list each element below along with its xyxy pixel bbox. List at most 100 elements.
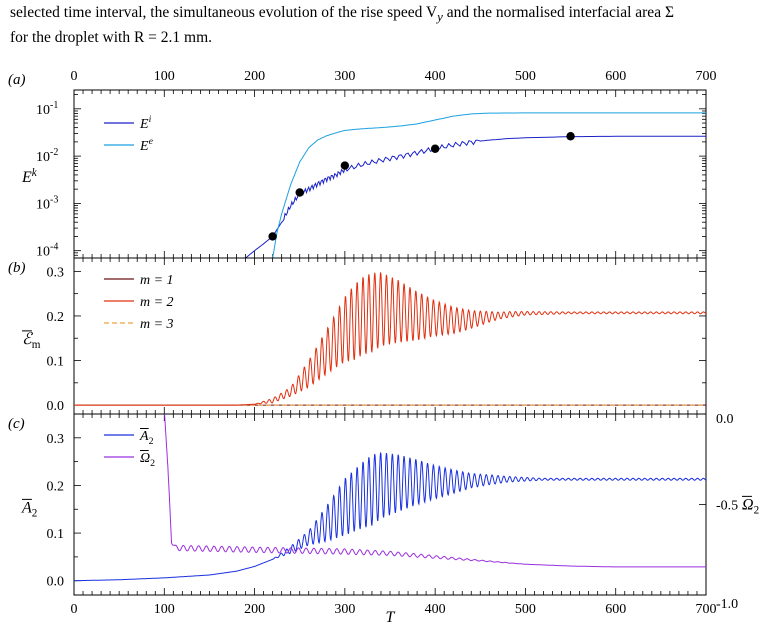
x-tick-label: 400 <box>425 602 446 617</box>
y-axis-label: ℰm <box>22 330 41 351</box>
legend-entry-A2-sub: 2 <box>149 436 154 447</box>
y-axis-label-sup: k <box>32 167 38 179</box>
y-tick-label: 0.0 <box>47 399 65 414</box>
panel-label: (a) <box>8 72 26 88</box>
y-tick-label-exp: -2 <box>50 147 58 158</box>
y-tick-label-exp: -1 <box>50 100 58 111</box>
y-axis-label-text: Ek <box>21 167 38 186</box>
y-axis-label: A2 <box>21 498 37 520</box>
y-axis-label-text: ℰm <box>22 331 41 351</box>
y-axis-label-base: E <box>21 169 32 186</box>
y-tick-label: 0.1 <box>47 355 65 370</box>
right-y-tick-label: 0.0 <box>716 412 734 427</box>
data-marker <box>295 188 304 197</box>
y-tick-label: 10-1 <box>36 100 58 118</box>
x-tick-label: 100 <box>154 602 175 617</box>
data-marker <box>340 161 350 170</box>
x-tick-label: 700 <box>696 69 717 84</box>
series-line-m2 <box>74 272 706 406</box>
y-axis-label-base: A <box>21 500 32 517</box>
legend-entry-m2-base: m = 2 <box>140 295 174 310</box>
y-axis-label-base: ℰ <box>22 331 34 348</box>
legend-entry-m1-text: m = 1 <box>140 273 174 288</box>
legend-entry-m2: m = 2 <box>140 295 174 310</box>
legend-entry-A2-base: A <box>139 429 149 444</box>
x-axis-label: T <box>386 609 396 626</box>
x-ticks <box>73 90 707 258</box>
y-tick-label: 10-4 <box>36 242 58 260</box>
caption-line-2: for the droplet with R = 2.1 mm. <box>10 29 213 47</box>
legend-entry-Ee: Ee <box>139 136 154 154</box>
y-tick-label: 0.1 <box>47 527 65 542</box>
legend-entry-m2-text: m = 2 <box>140 295 174 310</box>
x-tick-label: 400 <box>425 69 446 84</box>
y-axis-label: Ek <box>21 167 38 186</box>
data-marker <box>430 144 440 153</box>
series-line-A2 <box>74 452 706 582</box>
right-y-axis-label-sub: 2 <box>754 505 760 517</box>
series-line-Ei <box>245 135 706 258</box>
series-line-Ee <box>272 112 706 258</box>
y-tick-label: 0.3 <box>47 432 65 447</box>
legend-entry-Ei: Ei <box>139 114 152 132</box>
y-axis-label-text: A2 <box>21 500 37 520</box>
x-tick-label: 600 <box>605 69 626 84</box>
figure-caption: selected time interval, the simultaneous… <box>10 2 770 48</box>
y-tick-label-base: 10 <box>36 103 50 118</box>
legend-entry-Ei-sup: i <box>149 114 152 125</box>
x-ticks <box>73 414 707 595</box>
legend-entry-m3-base: m = 3 <box>140 317 174 332</box>
right-y-axis-label: Ω2 <box>742 495 759 517</box>
plot-frame <box>73 89 707 259</box>
x-tick-label: 700 <box>696 602 717 617</box>
series-line-Omega2 <box>164 414 706 568</box>
y-tick-label-exp: -4 <box>50 242 58 253</box>
legend-entry-Ei-base: E <box>139 117 149 132</box>
right-y-tick-label: -1.0 <box>716 597 738 612</box>
panel-label: (c) <box>8 416 25 432</box>
y-tick-label: 0.3 <box>47 265 65 280</box>
y-tick-label-base: 10 <box>36 245 50 260</box>
y-tick-label-exp: -3 <box>50 194 58 205</box>
legend-entry-m1: m = 1 <box>140 273 174 288</box>
x-tick-label: 500 <box>515 602 536 617</box>
panel-a: 10-410-310-210-1(a)Ek0 100 200 300 400 500 600… <box>8 69 717 260</box>
x-tick-label: 300 <box>334 602 355 617</box>
y-tick-label: 10-2 <box>36 147 58 165</box>
x-tick-label: 0 <box>71 69 78 84</box>
legend-entry-A2-text: A2 <box>139 429 154 447</box>
legend-entry-Ee-base: E <box>139 139 149 154</box>
y-ticks <box>74 94 706 259</box>
y-tick-label: 0.0 <box>47 575 65 590</box>
x-tick-label: 300 <box>334 69 355 84</box>
legend-entry-Ei-text: Ei <box>139 114 152 132</box>
panel-b: 0.0 0.1 0.2 0.3 (b) ℰm m = 1 m = 2 m = 3 <box>8 257 707 415</box>
legend-entry-Omega2-sub: 2 <box>150 458 155 469</box>
right-y-tick-label: -0.5 <box>716 499 738 514</box>
data-marker <box>268 232 277 241</box>
legend-entry-Omega2-base: Ω <box>140 451 150 466</box>
y-axis-label-sub: m <box>32 339 41 351</box>
right-y-axis-label-text: Ω2 <box>742 497 759 517</box>
legend-entry-Omega2: Ω2 <box>140 450 155 469</box>
right-y-axis-label-base: Ω <box>742 497 754 514</box>
x-tick-label: 200 <box>244 69 265 84</box>
x-tick-label: 500 <box>515 69 536 84</box>
data-marker <box>566 132 575 141</box>
y-tick-label: 0.2 <box>47 310 65 325</box>
y-axis-label-sub: 2 <box>32 508 38 520</box>
series-layer <box>245 112 706 258</box>
x-ticks <box>73 258 707 414</box>
legend-entry-Ee-text: Ee <box>139 136 154 154</box>
legend-entry-m3-text: m = 3 <box>140 317 174 332</box>
legend-entry-m1-base: m = 1 <box>140 273 174 288</box>
y-tick-label-base: 10 <box>36 197 50 212</box>
y-tick-label: 0.2 <box>47 479 65 494</box>
caption-line-1: selected time interval, the simultaneous… <box>10 4 674 25</box>
y-tick-label-base: 10 <box>36 150 50 165</box>
x-tick-label: 100 <box>154 69 175 84</box>
series-layer <box>74 272 706 406</box>
legend-entry-m3: m = 3 <box>140 317 174 332</box>
